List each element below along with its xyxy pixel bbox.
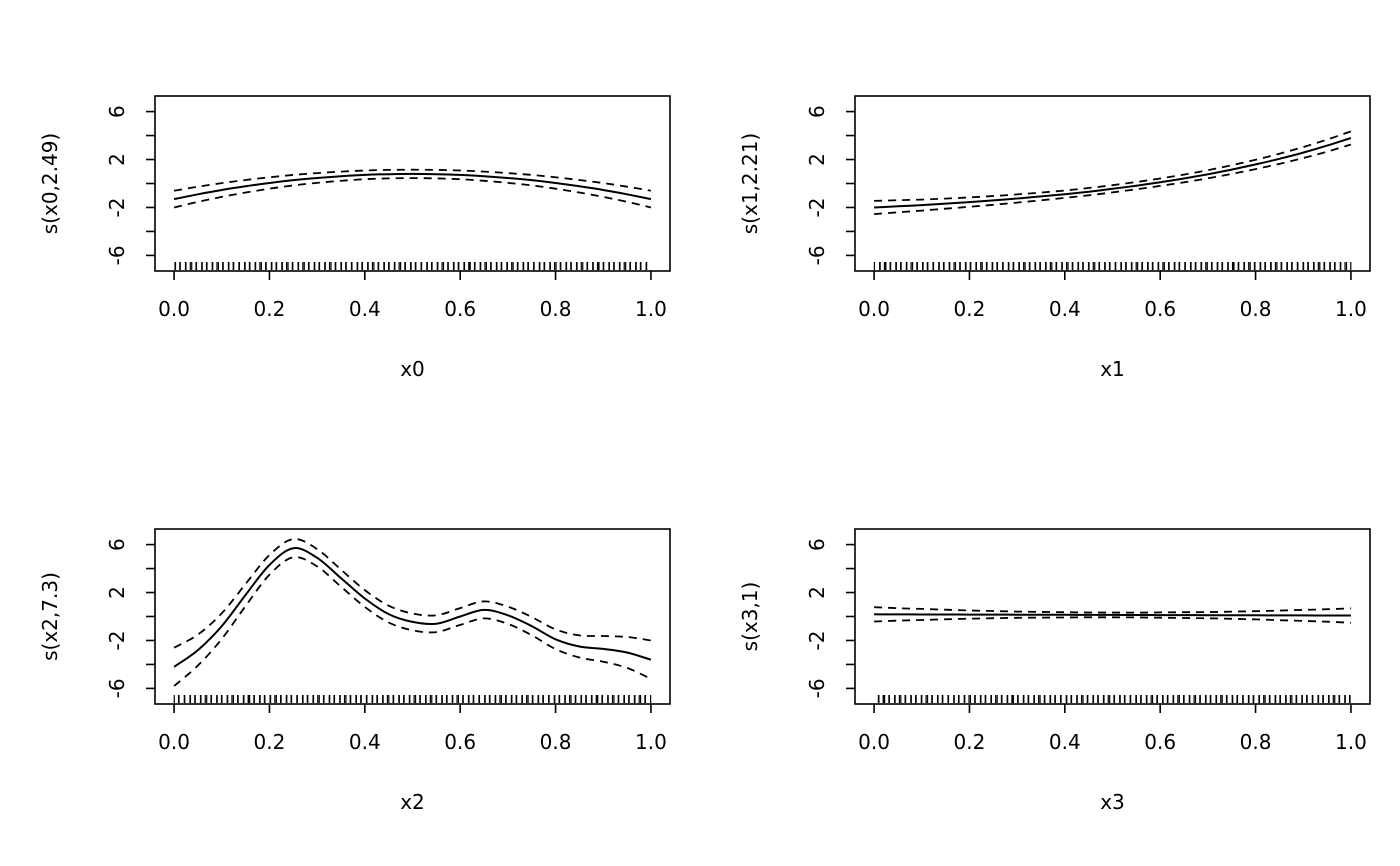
panel-s-x3-svg: -6 -2 2 6 0.0 0.2 0.4 0.6 0.8 1.0 x3 s(x3,1): [738, 528, 1371, 814]
x-tick-label: 1.0: [1335, 730, 1367, 754]
panel-s-x1-svg: -6 -2 2 6 0.0 0.2 0.4 0.6 0.8 1.0 x1 s(x1,2.21): [738, 95, 1371, 381]
y-tick-label: -2: [105, 197, 129, 217]
y-tick-label: 6: [105, 538, 129, 551]
x-tick-label: 0.8: [1240, 297, 1272, 321]
ci-lower-curve: [874, 143, 1352, 215]
panel-s-x0-svg: -6 -2 2 6 0.0 0.2 0.4 0.6 0.8 1.0 x0 s(x0,2.49): [38, 95, 671, 381]
y-axis-label: s(x3,1): [738, 582, 762, 652]
x-tick-label: 1.0: [635, 730, 667, 754]
y-tick-label: -2: [105, 630, 129, 650]
y-tick-label: 2: [105, 586, 129, 599]
x-tick-label: 0.6: [1144, 297, 1176, 321]
plot-border: [154, 95, 671, 272]
y-tick-label: 6: [105, 105, 129, 118]
x-axis-label: x3: [1100, 790, 1125, 814]
x-tick-label: 1.0: [1335, 297, 1367, 321]
ci-lower-curve: [173, 556, 652, 687]
ci-lower-curve: [874, 616, 1351, 624]
x-axis-label: x2: [400, 790, 425, 814]
panel-s-x2: -6 -2 2 6 0.0 0.2 0.4 0.6 0.8 1.0 x2 s(x2,7.3): [0, 433, 700, 866]
panel-s-x0: -6 -2 2 6 0.0 0.2 0.4 0.6 0.8 1.0 x0 s(x0,2.49): [0, 0, 700, 433]
fit-curve: [173, 547, 652, 668]
x-tick-label: 0.2: [954, 730, 986, 754]
y-tick-label: 6: [805, 538, 829, 551]
fit-curve: [173, 172, 652, 201]
x-tick-label: 0.8: [540, 297, 572, 321]
x-axis-label: x1: [1100, 357, 1125, 381]
x-tick-label: 0.4: [1049, 730, 1081, 754]
x-tick-label: 0.2: [254, 297, 286, 321]
x-tick-label: 0.6: [1144, 730, 1176, 754]
rug-marks: [877, 695, 1351, 703]
x-tick-label: 0.0: [158, 730, 190, 754]
y-tick-label: -2: [805, 197, 829, 217]
panel-s-x3: -6 -2 2 6 0.0 0.2 0.4 0.6 0.8 1.0 x3 s(x3,1): [700, 433, 1400, 866]
x-tick-label: 0.0: [858, 297, 890, 321]
panel-s-x2-svg: -6 -2 2 6 0.0 0.2 0.4 0.6 0.8 1.0 x2 s(x2,7.3): [38, 528, 671, 814]
x-tick-label: 0.2: [254, 730, 286, 754]
plot-border: [154, 528, 671, 705]
x-tick-label: 0.4: [1049, 297, 1081, 321]
x-tick-label: 0.6: [444, 297, 476, 321]
y-tick-label: 2: [105, 153, 129, 166]
y-tick-label: -6: [105, 678, 129, 698]
x-tick-label: 0.6: [444, 730, 476, 754]
y-tick-label: -6: [805, 678, 829, 698]
ci-lower-curve: [173, 177, 652, 209]
ci-upper-curve: [173, 168, 652, 192]
x-tick-label: 0.0: [158, 297, 190, 321]
x-tick-label: 0.4: [349, 297, 381, 321]
y-tick-label: 2: [805, 586, 829, 599]
fit-curve: [874, 613, 1351, 617]
rug-marks: [174, 262, 648, 270]
x-tick-label: 0.8: [540, 730, 572, 754]
y-tick-label: 2: [805, 153, 829, 166]
rug-marks: [873, 262, 1352, 270]
x-axis-label: x0: [400, 357, 425, 381]
ci-upper-curve: [874, 606, 1351, 614]
x-tick-label: 0.2: [954, 297, 986, 321]
rug-marks: [173, 695, 652, 703]
x-tick-label: 0.4: [349, 730, 381, 754]
y-axis-label: s(x2,7.3): [38, 572, 62, 661]
x-tick-label: 1.0: [635, 297, 667, 321]
plot-border: [854, 95, 1371, 272]
y-tick-label: -6: [105, 245, 129, 265]
y-tick-label: 6: [805, 105, 829, 118]
y-tick-label: -6: [805, 245, 829, 265]
y-axis-label: s(x0,2.49): [38, 133, 62, 234]
panel-s-x1: -6 -2 2 6 0.0 0.2 0.4 0.6 0.8 1.0 x1 s(x1,2.21): [700, 0, 1400, 433]
y-axis-label: s(x1,2.21): [738, 133, 762, 234]
fit-curve: [874, 137, 1352, 209]
y-tick-label: -2: [805, 630, 829, 650]
x-tick-label: 0.8: [1240, 730, 1272, 754]
x-tick-label: 0.0: [858, 730, 890, 754]
ci-upper-curve: [874, 130, 1352, 202]
